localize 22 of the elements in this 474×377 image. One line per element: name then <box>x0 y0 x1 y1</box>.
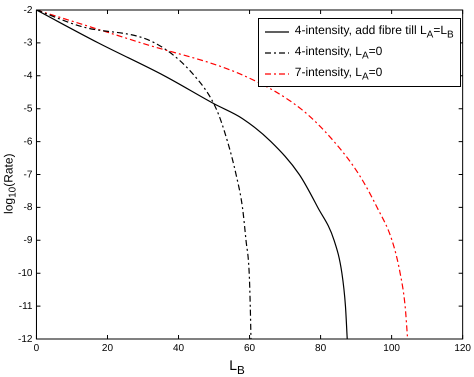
y-tick-label: -12 <box>18 334 33 345</box>
y-tick-label: -9 <box>24 235 33 246</box>
y-tick-label: -8 <box>24 202 33 214</box>
y-tick-label: -6 <box>24 136 33 148</box>
x-axis-title: L$_{B}$ <box>228 357 246 377</box>
y-tick-label: -5 <box>24 103 33 114</box>
y-tick-label: -11 <box>18 300 33 312</box>
y-tick-label: -2 <box>24 4 33 16</box>
y-tick-label: -10 <box>18 268 33 279</box>
y-tick-label: -7 <box>24 169 33 180</box>
x-tick-label: 100 <box>383 342 400 354</box>
legend-label: 4-intensity, L$_{A}$=0 <box>294 44 382 62</box>
x-tick-label: 120 <box>454 342 472 354</box>
x-tick-label: 60 <box>244 342 256 354</box>
x-tick-label: 20 <box>102 342 114 354</box>
x-tick-label: 80 <box>315 342 327 354</box>
legend-label: 4-intensity, add fibre till L$_{A}$=L$_{B}$ <box>294 22 454 40</box>
x-tick-label: 0 <box>34 342 40 354</box>
x-tick-label: 40 <box>172 342 185 354</box>
legend-label: 7-intensity, L$_{A}$=0 <box>294 64 382 82</box>
y-tick-label: -3 <box>24 38 33 49</box>
y-tick-label: -4 <box>24 70 33 82</box>
